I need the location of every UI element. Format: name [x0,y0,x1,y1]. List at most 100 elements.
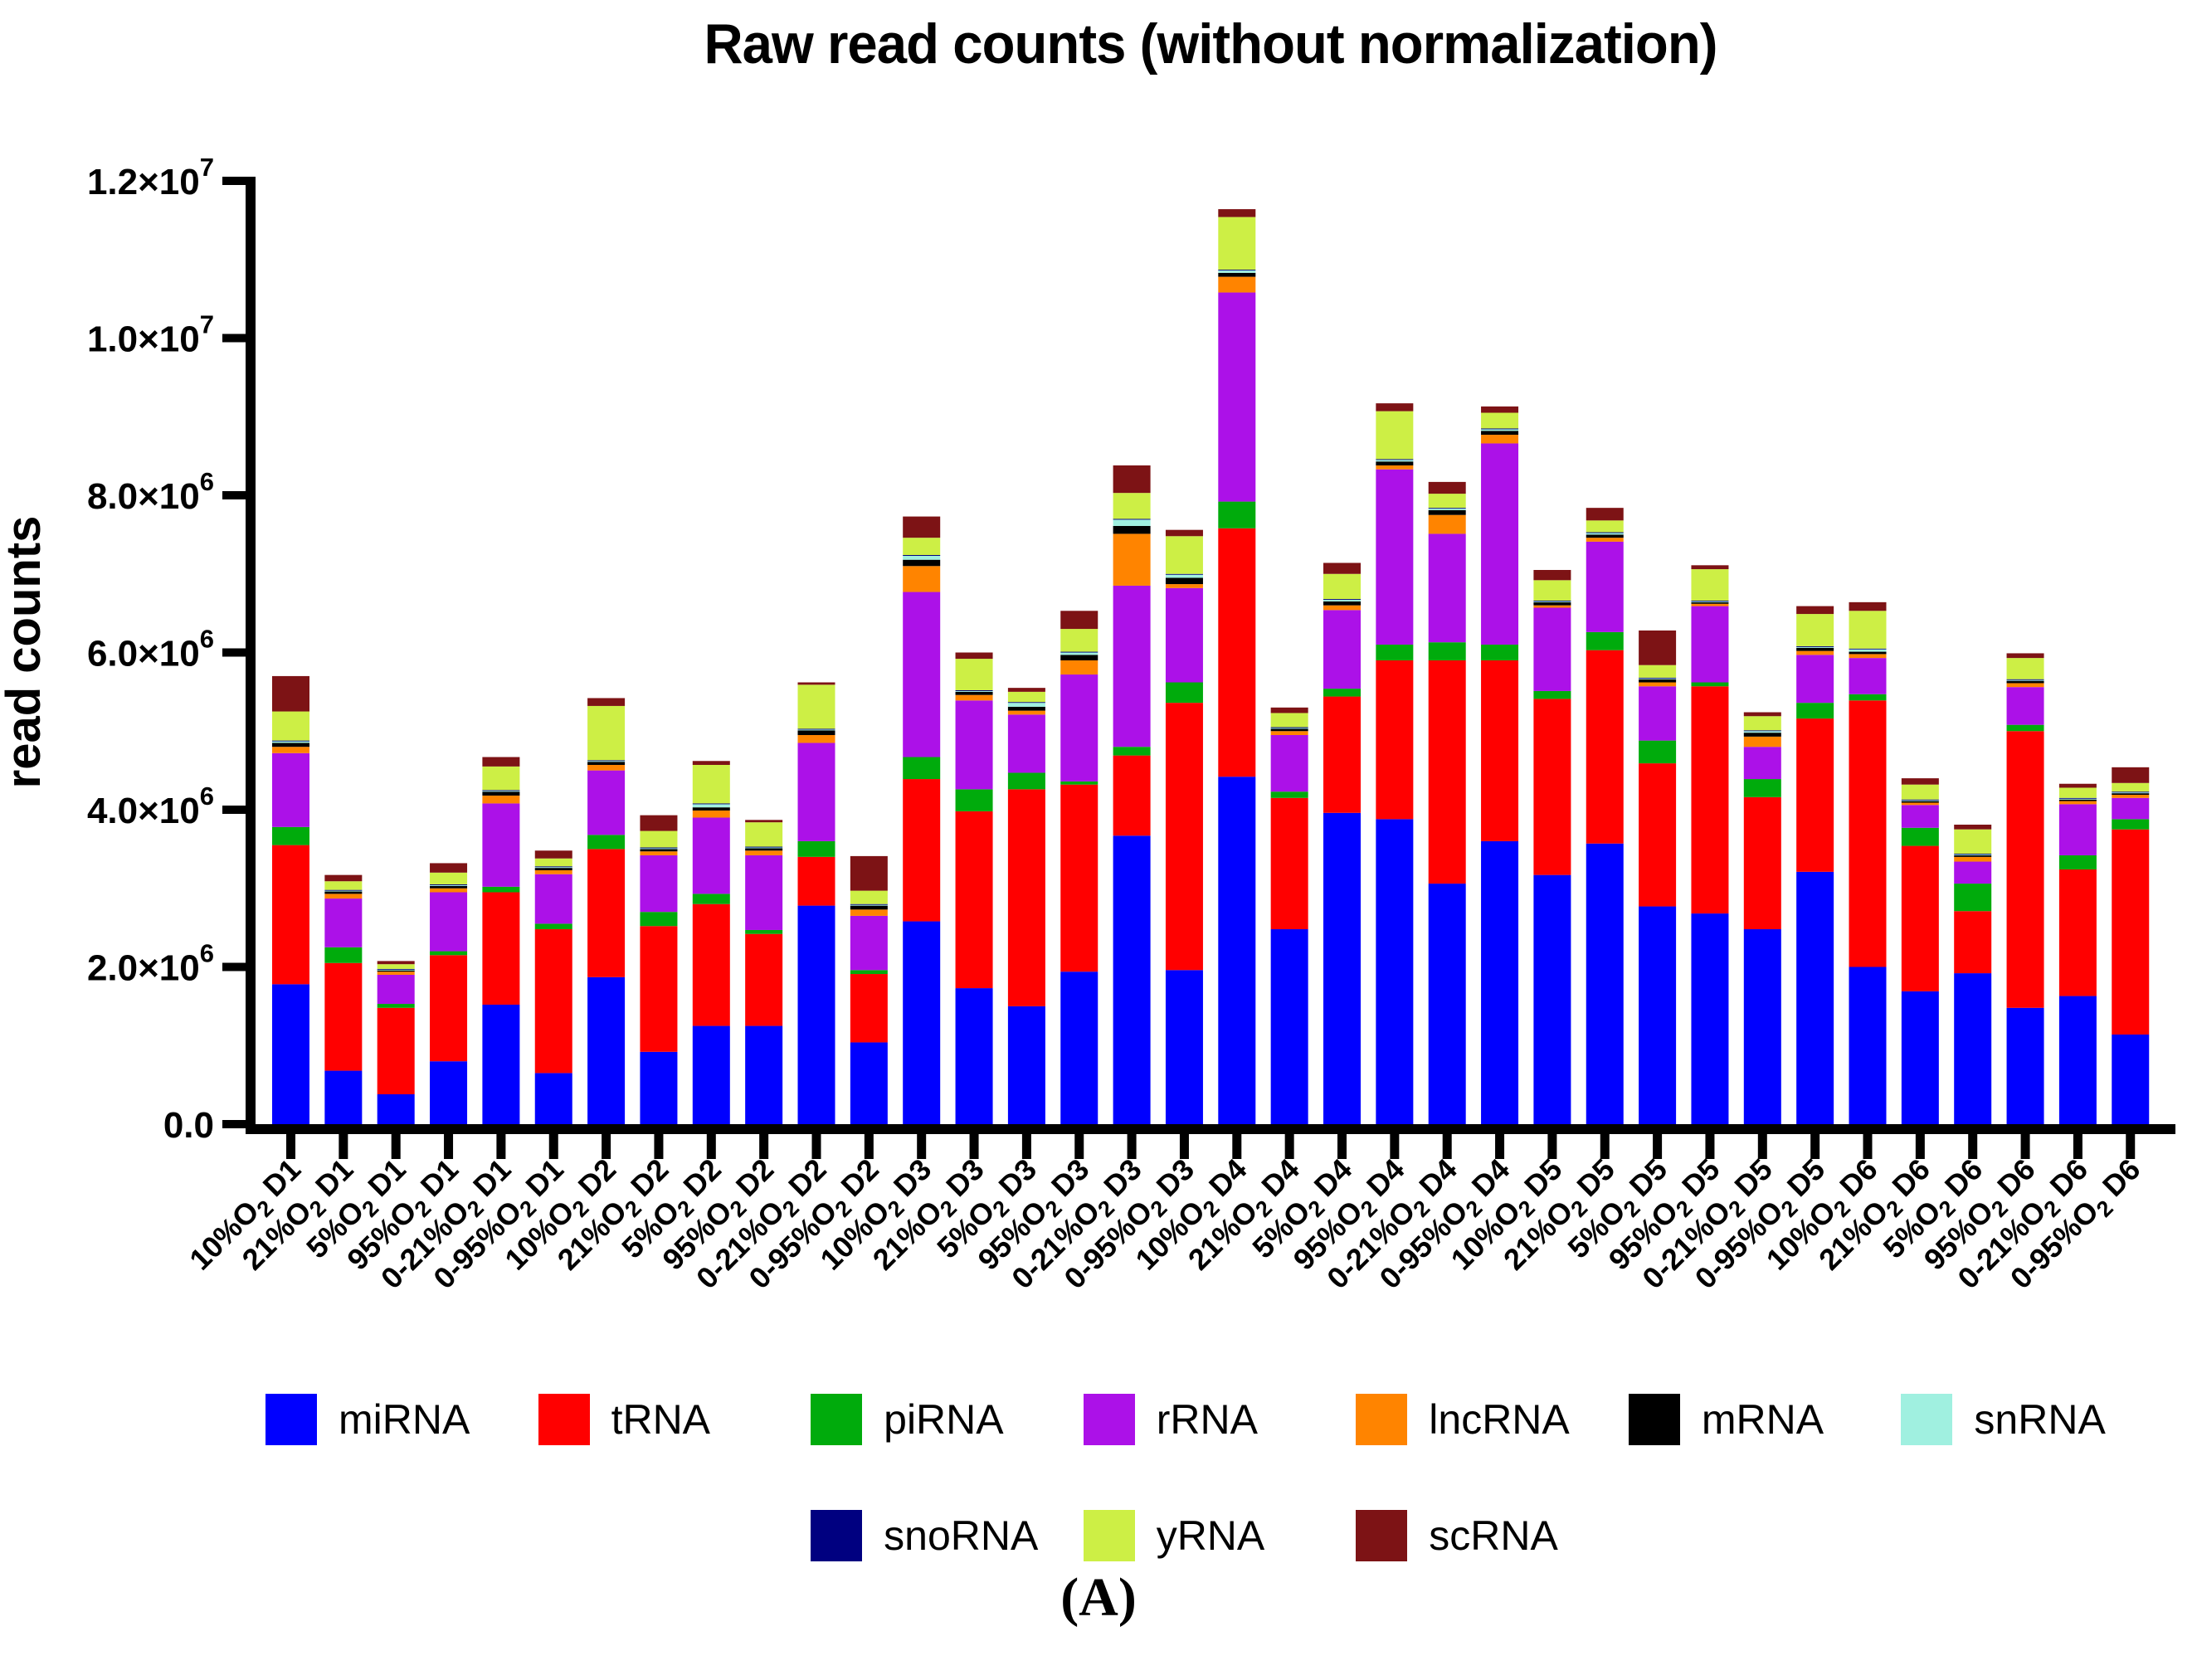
bar-segment [903,779,941,922]
bar-segment [955,659,993,690]
bar-segment [1218,276,1256,293]
bar-segment [1007,706,1045,711]
bar-segment [2006,724,2044,732]
bar-segment [272,826,309,845]
y-tick-label: 6.0×106 [87,625,214,674]
bar-segment [2058,799,2097,801]
bar-segment [955,811,993,989]
legend-label: snRNA [1974,1396,2106,1443]
y-tick-label: 1.0×107 [87,310,214,360]
y-axis-title: read counts [0,516,51,789]
stacked-bar-chart: 0.0 2.0×106 4.0×106 6.0×106 8.0×106 1.0×107 1.… [0,153,2175,1295]
y-tick [222,334,246,343]
bar-segment [324,962,363,1071]
bar-segment [1218,501,1256,528]
bar-segment [2112,793,2150,795]
bar-segment [797,905,835,1124]
bar-segment [1323,689,1361,697]
bar-segment [1428,494,1466,509]
bar-segment [1533,690,1571,699]
bar-segment [745,820,783,823]
bar-segment [692,817,730,894]
x-tick [1232,1134,1242,1159]
y-tick [222,962,246,971]
bar-segment [1428,514,1466,534]
bar-segment [692,764,730,804]
bar-segment [1376,465,1414,470]
bar-segment [2058,996,2097,1124]
legend-swatch-rRNA [1083,1394,1135,1445]
bar-segment [1165,584,1203,588]
bar-segment [2112,792,2150,794]
legend-item-mRNA: mRNA [1628,1394,1902,1445]
bar-segment [1954,884,1992,912]
x-tick [706,1134,716,1159]
bar-segment [1691,569,1729,601]
x-tick [1968,1134,1978,1159]
bar-segment [1481,431,1519,436]
bar-segment [1113,533,1151,586]
y-tick-label: 0.0 [163,1105,214,1146]
bar-segment [1849,651,1887,655]
bar-segment [1743,733,1781,737]
bar-segment [1586,538,1624,542]
bar-segment [1376,461,1414,465]
bar-segment [272,845,309,985]
bar-segment [1165,587,1203,683]
bar-segment [1007,702,1045,704]
bar-segment [797,743,835,841]
bar-segment [640,847,678,849]
x-tick [759,1134,769,1159]
bar-segment [745,848,783,851]
y-tick-label: 4.0×106 [87,782,214,831]
bar-segment [377,970,415,972]
bar-segment [640,815,678,831]
bar-segment [1270,731,1308,735]
x-tick [1442,1134,1452,1159]
x-tick [1284,1134,1294,1159]
bar-segment [1481,406,1519,413]
bar-segment [482,1004,520,1124]
bar-segment [482,791,520,796]
bar-segment [1270,797,1308,930]
bar-segment [797,734,835,743]
bar-segment [1218,270,1256,273]
bar-segment [1849,700,1887,967]
bar-segment [1376,460,1414,462]
x-tick [1810,1134,1820,1159]
bar-segment [1901,802,1939,806]
bar-segment [1060,781,1098,785]
bar-segment [1218,272,1256,277]
bar-segment [1165,703,1203,971]
bar-segment [377,1093,415,1124]
bar-segment [903,921,941,1124]
bar-segment [955,988,993,1124]
bar-segment [534,874,572,924]
bar-segment [745,847,783,849]
bar-segment [1901,778,1939,785]
legend-swatch-yRNA [1083,1510,1135,1561]
bar-segment [1639,665,1677,678]
bar-segment [1954,911,1992,974]
bar-segment [587,849,626,977]
bar-segment [2058,801,2097,805]
bar-segment [1270,734,1308,792]
bar-segment [2112,782,2150,792]
bar-segment [534,858,572,867]
bar-segment [1691,601,1729,604]
bar-segment [2112,1034,2150,1124]
bar-segment [2058,804,2097,855]
bar-segment [377,1007,415,1094]
bar-segment [1849,611,1887,649]
legend-item-lncRNA: lncRNA [1356,1394,1629,1445]
bar-segment [1007,688,1045,692]
bar-segment [587,761,626,762]
bar-segment [1901,845,1939,991]
bar-segment [1691,565,1729,570]
bar-segment [903,516,941,538]
bar-segment [1270,707,1308,713]
bar-segment [324,881,363,890]
bar-segment [1796,703,1834,719]
bar-segment [1743,730,1781,732]
bar-segment [1481,412,1519,429]
